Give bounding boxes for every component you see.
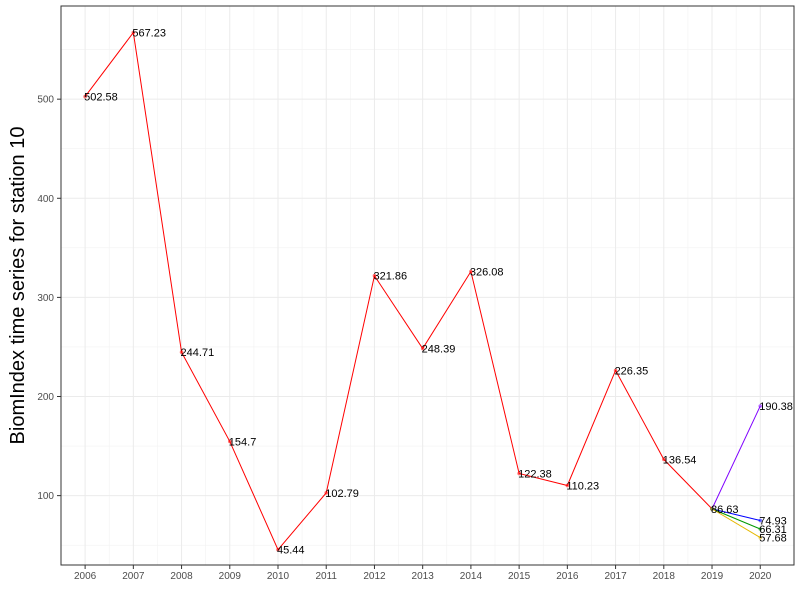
x-tick-label: 2010 — [267, 571, 290, 582]
series-line-forecast-blue — [711, 508, 761, 521]
x-tick-label: 2013 — [412, 571, 435, 582]
data-label: 502.58 — [84, 92, 118, 104]
data-point — [565, 483, 570, 488]
series-line-forecast-purple — [711, 405, 761, 510]
data-label: 248.39 — [422, 344, 456, 356]
data-point — [324, 491, 329, 495]
x-tick-label: 2007 — [122, 571, 145, 582]
axes: 100 200 300 400 500 2006 2007 2008 2009 2010 2011 2… — [37, 95, 771, 582]
data-label: 244.71 — [181, 347, 215, 359]
series-lines — [84, 31, 761, 551]
data-point — [372, 273, 377, 278]
data-label: 110.23 — [566, 480, 599, 492]
series-line-observed — [84, 31, 713, 551]
data-point — [758, 527, 763, 531]
data-label: 45.44 — [277, 545, 305, 557]
data-point — [83, 94, 87, 99]
data-point — [276, 547, 280, 552]
data-point — [179, 350, 184, 354]
x-tick-label: 2020 — [749, 571, 772, 582]
y-tick-label: 500 — [37, 95, 54, 106]
data-point — [420, 346, 425, 351]
x-tick-label: 2009 — [219, 571, 242, 582]
grid-lines — [61, 6, 794, 565]
data-label: 321.86 — [373, 271, 407, 283]
data-label: 154.7 — [229, 436, 257, 448]
y-tick-label: 300 — [37, 293, 54, 304]
data-points — [83, 30, 763, 552]
data-point — [710, 507, 714, 511]
plot-border — [60, 5, 795, 566]
data-label: 102.79 — [325, 488, 359, 500]
data-label: 122.38 — [518, 468, 552, 480]
x-tick-label: 2012 — [363, 571, 386, 582]
data-point — [227, 439, 232, 444]
x-tick-label: 2008 — [170, 571, 193, 582]
data-point — [758, 518, 763, 523]
y-tick-label: 200 — [37, 392, 54, 403]
data-point — [758, 535, 763, 540]
data-label: 57.68 — [759, 533, 787, 545]
x-tick-label: 2017 — [604, 571, 627, 582]
x-tick-label: 2019 — [701, 571, 724, 582]
data-point — [661, 457, 666, 462]
x-tick-label: 2011 — [315, 571, 337, 582]
x-tick-label: 2014 — [460, 571, 483, 582]
data-point — [131, 30, 136, 35]
x-tick-label: 2016 — [556, 571, 579, 582]
y-tick-label: 100 — [37, 491, 54, 502]
x-tick-label: 2006 — [74, 571, 97, 582]
data-label: 136.54 — [663, 454, 697, 466]
x-tick-label: 2015 — [508, 571, 531, 582]
data-point — [758, 404, 763, 408]
data-label: 190.38 — [759, 401, 793, 413]
data-labels: 502.58 567.23 244.71 154.7 45.44 102.79 321.86… — [84, 28, 793, 557]
data-label: 66.31 — [759, 524, 787, 536]
series-line-forecast-yellow — [711, 508, 761, 538]
y-axis-title: BiomIndex time series for station 10 — [7, 127, 29, 445]
x-tick-label: 2018 — [653, 571, 676, 582]
data-point — [613, 368, 618, 373]
data-point — [469, 269, 473, 274]
data-label: 226.35 — [615, 365, 649, 377]
data-label: 86.63 — [711, 504, 739, 516]
series-line-forecast-green — [711, 508, 761, 530]
y-tick-label: 400 — [37, 194, 54, 205]
data-label: 326.08 — [470, 267, 504, 279]
data-label: 567.23 — [132, 28, 166, 40]
data-label: 74.93 — [759, 515, 787, 527]
data-point — [517, 471, 521, 476]
